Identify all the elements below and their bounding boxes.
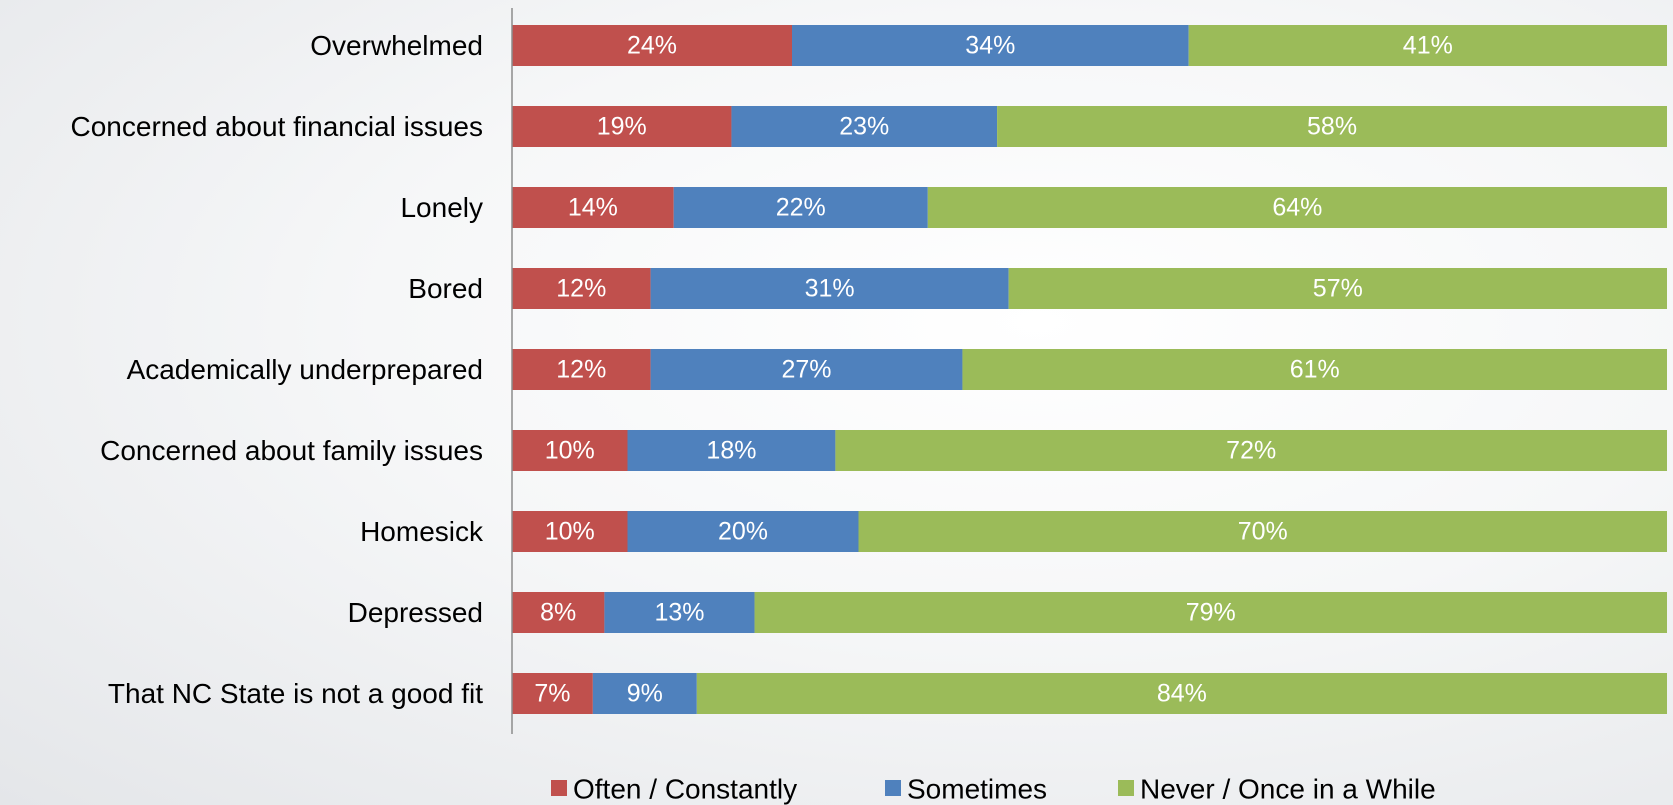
category-label: That NC State is not a good fit <box>108 678 483 709</box>
bar-segment-1-row-5 <box>512 349 651 390</box>
data-label: 64% <box>1272 194 1322 222</box>
category-label: Academically underprepared <box>127 354 483 385</box>
bar-segment-3-row-1 <box>1188 25 1667 66</box>
category-label: Depressed <box>348 597 483 628</box>
bar-segment-3-row-4 <box>1008 268 1667 309</box>
category-label: Overwhelmed <box>310 30 483 61</box>
category-label: Bored <box>408 273 483 304</box>
bar-segment-1-row-3 <box>512 187 674 228</box>
bar-segment-3-row-9 <box>696 673 1667 714</box>
category-label: Concerned about financial issues <box>71 111 483 142</box>
bar-segment-2-row-7 <box>627 511 859 552</box>
data-label: 23% <box>839 113 889 141</box>
bar-segment-2-row-6 <box>627 430 836 471</box>
bar-segment-2-row-4 <box>650 268 1009 309</box>
bar-segment-2-row-2 <box>731 106 998 147</box>
data-label: 19% <box>597 113 647 141</box>
data-label: 72% <box>1226 437 1276 465</box>
bar-segment-3-row-7 <box>858 511 1667 552</box>
bar-segment-1-row-7 <box>512 511 628 552</box>
bar-segment-1-row-8 <box>512 592 605 633</box>
data-label: 22% <box>776 194 826 222</box>
data-label: 12% <box>556 356 606 384</box>
legend-swatch <box>1118 780 1134 796</box>
data-label: 8% <box>540 599 576 627</box>
data-label: 14% <box>568 194 618 222</box>
data-label: 61% <box>1290 356 1340 384</box>
data-label: 58% <box>1307 113 1357 141</box>
bar-segment-1-row-9 <box>512 673 593 714</box>
data-label: 27% <box>782 356 832 384</box>
data-label: 79% <box>1186 599 1236 627</box>
legend: Often / Constantly Sometimes Never / Once … <box>551 774 1436 805</box>
bar-segment-3-row-6 <box>835 430 1667 471</box>
category-axis-labels: Overwhelmed Concerned about financial iss… <box>71 30 484 709</box>
data-label: 70% <box>1238 518 1288 546</box>
data-label: 31% <box>805 275 855 303</box>
data-label: 13% <box>654 599 704 627</box>
bar-segment-3-row-5 <box>962 349 1667 390</box>
bar-area: 24% 34% 41% 19% 23% 58% 14% 22% 64% 12% 31% 57% 12% 2… <box>512 25 1667 714</box>
bar-segment-3-row-8 <box>754 592 1667 633</box>
data-label: 34% <box>965 32 1015 60</box>
category-label: Concerned about family issues <box>100 435 483 466</box>
bar-segment-2-row-1 <box>792 25 1189 66</box>
data-label: 84% <box>1157 680 1207 708</box>
data-label: 7% <box>534 680 570 708</box>
data-label: 10% <box>545 518 595 546</box>
bar-segment-1-row-4 <box>512 268 651 309</box>
bar-segment-3-row-2 <box>997 106 1667 147</box>
bar-segment-1-row-6 <box>512 430 628 471</box>
category-label: Lonely <box>400 192 483 223</box>
bar-segment-2-row-8 <box>604 592 755 633</box>
data-label: 12% <box>556 275 606 303</box>
legend-swatch <box>885 780 901 796</box>
data-label: 9% <box>627 680 663 708</box>
bar-segment-1-row-2 <box>512 106 732 147</box>
data-label: 10% <box>545 437 595 465</box>
bar-segment-2-row-3 <box>673 187 928 228</box>
data-label: 20% <box>718 518 768 546</box>
data-label: 41% <box>1403 32 1453 60</box>
bar-segment-2-row-5 <box>650 349 963 390</box>
bar-segment-2-row-9 <box>592 673 697 714</box>
bar-segment-1-row-1 <box>512 25 792 66</box>
legend-label: Often / Constantly <box>573 774 797 805</box>
data-label: 57% <box>1313 275 1363 303</box>
data-label: 24% <box>627 32 677 60</box>
legend-label: Sometimes <box>907 774 1047 805</box>
legend-label: Never / Once in a While <box>1140 774 1436 805</box>
legend-swatch <box>551 780 567 796</box>
data-label: 18% <box>706 437 756 465</box>
category-label: Homesick <box>360 516 484 547</box>
bar-segment-3-row-3 <box>927 187 1667 228</box>
